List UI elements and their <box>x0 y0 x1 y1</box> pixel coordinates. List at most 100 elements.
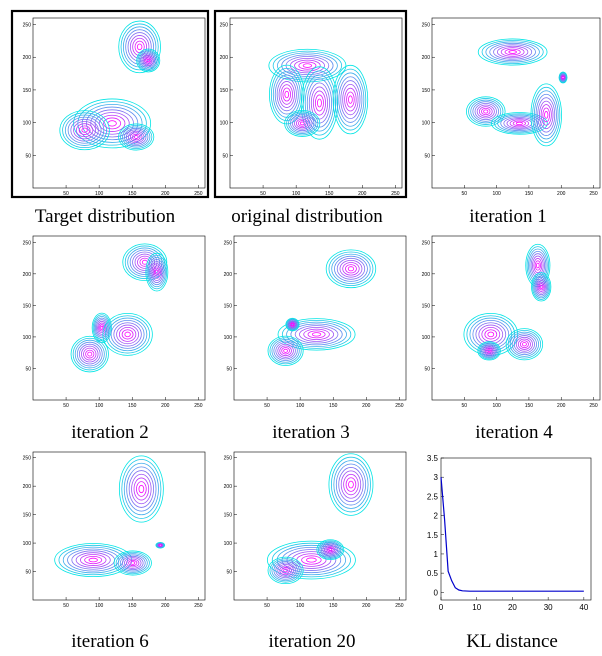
x-tick-label: 250 <box>194 191 203 197</box>
y-tick-label: 100 <box>23 121 32 127</box>
contour-ring <box>107 317 148 352</box>
caption-target-distribution: Target distribution <box>35 206 176 227</box>
contour-ring <box>64 114 105 146</box>
contour-ring <box>311 332 322 337</box>
contour-ring <box>335 463 367 506</box>
x-tick-label: 200 <box>161 603 170 609</box>
y-tick-label: 150 <box>220 88 229 94</box>
contour-ring <box>481 107 491 116</box>
contour-ring <box>78 125 91 135</box>
x-tick-label: 150 <box>128 603 137 609</box>
contour-ring <box>294 117 311 130</box>
contour-ring <box>308 82 331 124</box>
contour-ring <box>115 551 150 575</box>
x-tick-label: 30 <box>544 603 553 612</box>
contour-ring <box>290 114 315 133</box>
contour-ring <box>145 57 152 64</box>
contour-ring <box>277 52 338 79</box>
contour-ring <box>117 553 148 573</box>
contour-ring <box>560 74 566 81</box>
contour-ring <box>534 276 549 297</box>
contour-ring <box>146 58 150 63</box>
contour-ring <box>344 87 357 112</box>
contour-ring <box>273 340 298 361</box>
x-tick-label: 50 <box>264 603 270 609</box>
y-tick-label: 200 <box>224 484 233 490</box>
contour-ring <box>534 260 541 271</box>
contour-ring <box>79 554 107 566</box>
contour-ring <box>62 112 108 149</box>
contour-ring <box>271 559 300 582</box>
contour-ring <box>509 119 530 128</box>
contour-ring <box>342 262 360 276</box>
panel-iteration-1: 50 100 150 200 250 50 100 150 200 250 <box>422 17 601 197</box>
contour-ring <box>286 111 319 136</box>
contour-ring <box>512 120 526 127</box>
contour-ring <box>280 84 293 105</box>
contour-ring <box>276 77 297 112</box>
contour-ring <box>511 333 537 356</box>
contour-ring <box>74 339 105 369</box>
contour-ring <box>274 74 299 115</box>
contour-ring <box>338 467 364 503</box>
contour-ring <box>284 90 290 99</box>
panel-iteration-3: 50 100 150 200 250 50 100 150 200 250 <box>224 235 407 409</box>
contour-ring <box>345 477 357 492</box>
x-tick-label: 200 <box>161 403 170 409</box>
contour-ring <box>88 557 98 563</box>
contour-ring <box>119 554 146 572</box>
x-tick-label: 50 <box>264 403 270 409</box>
contour-ring <box>535 278 547 296</box>
contour-ring <box>137 49 159 72</box>
contour-ring <box>302 70 337 136</box>
contour-ring <box>323 544 337 555</box>
contour-ring <box>343 473 359 496</box>
contour-ring <box>75 123 94 138</box>
contour-ring <box>298 61 317 70</box>
contour-ring <box>332 64 369 135</box>
contour-ring <box>500 115 539 132</box>
contour-ring <box>267 335 304 366</box>
contour-ring <box>158 543 162 547</box>
contour-ring <box>120 23 159 71</box>
contour-ring <box>286 318 299 331</box>
y-tick-label: 150 <box>23 88 32 94</box>
contour-ring <box>286 321 347 348</box>
contour-ring <box>297 120 307 127</box>
contour-ring <box>307 330 326 339</box>
plot-area <box>431 17 601 189</box>
contour-ring <box>122 243 168 282</box>
contour-ring <box>134 253 155 271</box>
contour-ring <box>289 321 296 328</box>
contour-ring <box>142 55 154 66</box>
x-tick-label: 200 <box>358 191 367 197</box>
caption-iteration-4: iteration 4 <box>475 422 553 443</box>
contour-ring <box>328 453 374 516</box>
y-tick-label: 3 <box>434 473 439 482</box>
contour-ring <box>529 250 547 281</box>
contour-ring <box>481 344 498 358</box>
contour-ring <box>72 337 107 371</box>
contour-ring <box>152 265 161 279</box>
contour-ring <box>58 544 128 576</box>
contour-ring <box>118 327 137 342</box>
contour-ring <box>76 341 103 367</box>
contour-ring <box>93 316 110 340</box>
contour-ring <box>275 562 296 579</box>
contour-ring <box>300 66 339 140</box>
contour-ring <box>508 50 517 54</box>
x-tick-label: 200 <box>362 403 371 409</box>
contour-ring <box>127 130 145 144</box>
x-tick-label: 250 <box>391 191 400 197</box>
contour-ring <box>290 323 343 346</box>
contour-ring <box>118 455 164 523</box>
y-tick-label: 50 <box>226 570 232 576</box>
contour-ring <box>285 56 330 76</box>
panel-original-distribution: 50 100 150 200 250 50 100 150 200 250 <box>213 9 408 199</box>
contour-ring <box>537 281 545 292</box>
contour-ring <box>478 324 504 345</box>
panel-iteration-2: 50 100 150 200 250 50 100 150 200 250 <box>23 235 206 409</box>
contour-ring <box>97 320 107 335</box>
panel-iteration-6: 50 100 150 200 250 50 100 150 200 250 <box>23 451 206 609</box>
contour-ring <box>304 74 335 132</box>
